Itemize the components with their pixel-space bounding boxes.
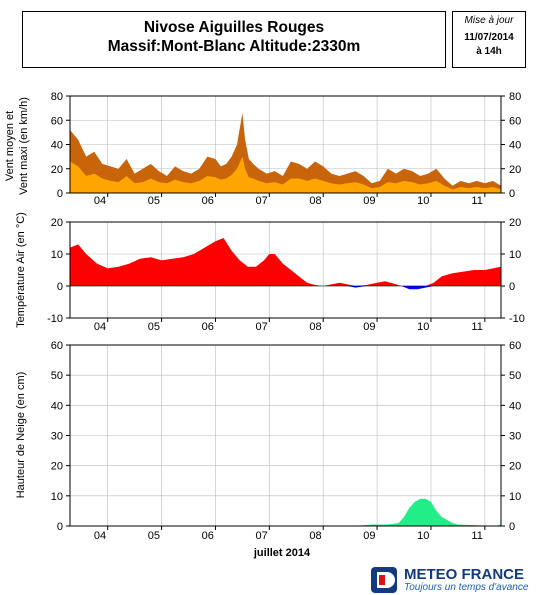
- x-tick-label: 11: [471, 530, 482, 542]
- wind-max-area: [70, 112, 501, 193]
- y-tick-label-right: 80: [509, 91, 521, 103]
- meteo-france-logo: METEO FRANCE Toujours un temps d'avance: [370, 566, 538, 594]
- y-tick-label-right: 20: [509, 164, 521, 176]
- panel-frame: [69, 221, 502, 319]
- y-tick-label-right: 0: [509, 521, 515, 533]
- y-tick-label-right: 60: [509, 340, 521, 352]
- logo-slogan: Toujours un temps d'avance: [404, 582, 529, 593]
- x-tick-label: 11: [471, 321, 482, 333]
- y-tick-label-left: 40: [51, 140, 63, 152]
- y-tick-label-right: 40: [509, 140, 521, 152]
- x-tick-label: 05: [148, 530, 160, 542]
- y-tick-label-left: 10: [51, 491, 63, 503]
- y-axis-label: Hauteur de Neige (en cm): [15, 372, 27, 499]
- y-tick-label-right: 20: [509, 461, 521, 473]
- x-tick-label: 06: [202, 530, 214, 542]
- y-tick-label-left: 50: [51, 370, 63, 382]
- update-time: à 14h: [476, 46, 502, 57]
- x-tick-label: 08: [309, 321, 321, 333]
- x-tick-label: 09: [363, 530, 375, 542]
- y-tick-label-left: 0: [57, 281, 63, 293]
- panel-frame: [69, 95, 502, 194]
- snow-depth-area: [70, 498, 501, 526]
- update-box: Mise à jour 11/07/2014 à 14h: [452, 11, 526, 68]
- y-tick-label-left: 80: [51, 91, 63, 103]
- y-tick-label-right: 50: [509, 370, 521, 382]
- y-tick-label-right: 10: [509, 491, 521, 503]
- x-tick-label: 06: [202, 321, 214, 333]
- y-tick-label-right: 30: [509, 431, 521, 443]
- y-tick-label-right: -10: [509, 313, 525, 325]
- y-tick-label-right: 0: [509, 281, 515, 293]
- y-tick-label-left: 60: [51, 115, 63, 127]
- y-tick-label-left: 60: [51, 340, 63, 352]
- x-tick-label: 05: [148, 195, 160, 207]
- x-tick-label: 11: [471, 195, 482, 207]
- y-axis-label: Température Air (en °C): [15, 212, 27, 328]
- x-tick-label: 07: [256, 321, 268, 333]
- temperature-negative-area: [70, 286, 501, 290]
- y-tick-label-left: -10: [47, 313, 63, 325]
- station-subtitle: Massif:Mont-Blanc Altitude:2330m: [107, 38, 361, 55]
- x-tick-label: 07: [256, 195, 268, 207]
- y-tick-label-left: 30: [51, 431, 63, 443]
- x-tick-label: 10: [417, 321, 429, 333]
- x-tick-label: 05: [148, 321, 160, 333]
- y-tick-label-right: 10: [509, 249, 521, 261]
- panel-frame: [69, 344, 502, 527]
- wind-mean-area: [70, 156, 501, 193]
- x-tick-label: 10: [417, 195, 429, 207]
- y-tick-label-right: 0: [509, 188, 515, 200]
- y-tick-label-left: 0: [57, 188, 63, 200]
- y-tick-label-right: 40: [509, 400, 521, 412]
- x-tick-label: 04: [94, 530, 106, 542]
- title-box: Nivose Aiguilles Rouges Massif:Mont-Blan…: [22, 11, 446, 68]
- y-tick-label-left: 0: [57, 521, 63, 533]
- y-tick-label-left: 20: [51, 217, 63, 229]
- update-label: Mise à jour: [464, 15, 514, 26]
- x-tick-label: 09: [363, 195, 375, 207]
- station-title: Nivose Aiguilles Rouges: [143, 19, 325, 36]
- meteo-france-logo-icon: [371, 567, 397, 593]
- temperature-positive-area: [70, 238, 501, 286]
- update-date: 11/07/2014: [464, 32, 514, 43]
- y-tick-label-right: 60: [509, 115, 521, 127]
- x-tick-label: 09: [363, 321, 375, 333]
- x-tick-label: 06: [202, 195, 214, 207]
- y-axis-label-line1: Vent moyen et: [4, 111, 16, 181]
- x-tick-label: 07: [256, 530, 268, 542]
- x-tick-label: 08: [309, 530, 321, 542]
- y-axis-label-line2: Vent maxi (en km/h): [18, 97, 30, 195]
- x-tick-label: 08: [309, 195, 321, 207]
- x-axis-label: juillet 2014: [253, 547, 311, 559]
- y-tick-label-left: 20: [51, 164, 63, 176]
- y-tick-label-right: 20: [509, 217, 521, 229]
- x-tick-label: 10: [417, 530, 429, 542]
- y-tick-label-left: 40: [51, 400, 63, 412]
- x-tick-label: 04: [94, 321, 106, 333]
- logo-name: METEO FRANCE: [404, 566, 524, 583]
- y-tick-label-left: 10: [51, 249, 63, 261]
- x-tick-label: 04: [94, 195, 106, 207]
- y-tick-label-left: 20: [51, 461, 63, 473]
